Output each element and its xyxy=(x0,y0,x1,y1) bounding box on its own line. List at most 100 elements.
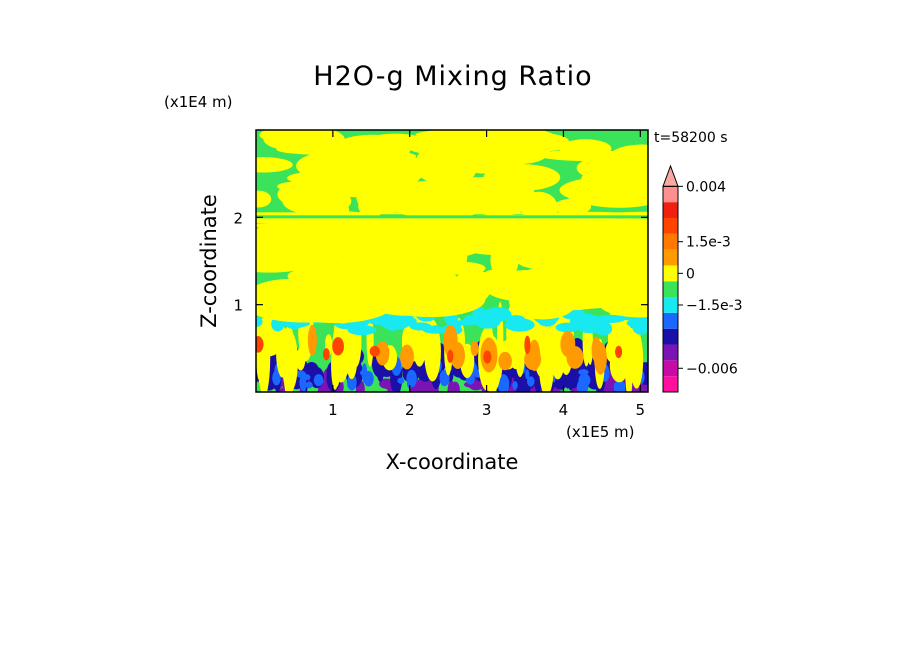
field-patch xyxy=(376,360,385,382)
field-patch xyxy=(470,340,479,357)
field-patch xyxy=(313,374,324,387)
field-patch xyxy=(632,319,648,335)
field-patch xyxy=(400,344,414,370)
field-patch xyxy=(538,327,555,392)
field-patch xyxy=(429,325,443,334)
colorbar-arrow xyxy=(662,164,679,187)
x-tick-label: 3 xyxy=(482,401,492,419)
field-patch xyxy=(368,133,423,146)
y-tick-label: 1 xyxy=(233,297,243,315)
field-patch xyxy=(524,335,531,355)
field-patch xyxy=(454,268,492,305)
field-patch xyxy=(257,317,271,392)
x-tick-label: 5 xyxy=(636,401,646,419)
field-patch xyxy=(346,263,459,298)
field-patch xyxy=(595,321,613,336)
colorbar-swatch xyxy=(663,281,678,298)
field-patch xyxy=(447,349,454,363)
field-patch xyxy=(559,139,612,158)
field-patch xyxy=(595,314,626,323)
field-patch xyxy=(450,381,460,392)
field-patch xyxy=(283,323,296,392)
field-patch xyxy=(256,336,264,353)
colorbar-swatch xyxy=(663,186,678,203)
colorbar-swatch xyxy=(663,217,678,234)
colorbar-label: 0.004 xyxy=(686,179,726,195)
field-patch xyxy=(299,375,307,391)
colorbar-swatch xyxy=(663,297,678,313)
x-tick-label: 1 xyxy=(328,401,338,419)
colorbar-label: 0 xyxy=(686,266,695,282)
field-patch xyxy=(578,369,589,376)
x-scale-label: (x1E5 m) xyxy=(566,423,635,441)
field-patch xyxy=(263,130,345,153)
field-patch xyxy=(375,341,390,366)
y-scale-label: (x1E4 m) xyxy=(164,93,233,111)
field-patch xyxy=(441,147,463,162)
colorbar-swatch xyxy=(663,328,678,345)
field-patch xyxy=(579,315,592,323)
contour-field xyxy=(256,130,648,392)
field-patch xyxy=(615,268,636,295)
field-patch xyxy=(613,379,626,392)
field-patch xyxy=(498,351,512,371)
field-patch xyxy=(307,324,317,356)
field-patch xyxy=(533,274,615,311)
field-patch xyxy=(483,164,561,191)
field-patch xyxy=(507,315,526,326)
field-patch xyxy=(525,369,530,380)
field-patch xyxy=(381,318,410,330)
field-patch xyxy=(397,377,405,384)
colorbar-swatch xyxy=(663,265,678,282)
field-patch xyxy=(536,199,558,218)
y-axis: 12 xyxy=(233,209,648,315)
colorbar: 0.004 1.5e-3 0 −1.5e-3 −0.006 xyxy=(662,164,743,393)
field-patch xyxy=(322,348,330,361)
field-patch xyxy=(576,379,589,392)
field-patch xyxy=(305,381,313,389)
colorbar-label: 1.5e-3 xyxy=(686,235,731,251)
field-patch xyxy=(472,306,486,321)
field-patch xyxy=(381,233,484,260)
field-patch xyxy=(272,370,281,386)
field-patch xyxy=(256,316,263,328)
field-band-2km xyxy=(256,219,648,222)
field-patch xyxy=(553,198,592,215)
field-patch xyxy=(625,328,633,392)
field-patch xyxy=(528,339,541,372)
colorbar-swatch xyxy=(663,202,678,218)
field-patch xyxy=(256,223,381,228)
field-patch xyxy=(593,342,607,375)
colorbar-swatch xyxy=(663,376,678,392)
field-patch xyxy=(282,187,352,216)
field-patch xyxy=(560,331,576,358)
field-patch xyxy=(527,376,535,387)
field-patch xyxy=(298,254,327,273)
field-patch xyxy=(256,290,365,323)
colorbar-swatch xyxy=(663,344,678,361)
colorbar-swatch xyxy=(663,312,678,329)
y-axis-label: Z-coordinate xyxy=(197,194,221,328)
field-patch xyxy=(555,322,580,333)
colorbar-label: −1.5e-3 xyxy=(686,298,743,314)
field-patch xyxy=(450,342,465,370)
field-patch xyxy=(615,345,623,359)
colorbar-frame xyxy=(662,185,679,393)
field-patch xyxy=(454,319,478,326)
field-patch xyxy=(346,374,357,391)
time-label: t=58200 s xyxy=(654,130,728,146)
field-patch xyxy=(415,130,514,140)
colorbar-swatch xyxy=(663,249,678,266)
colorbar-swatch xyxy=(663,233,678,250)
field-patch xyxy=(369,345,380,357)
field-band-2km xyxy=(256,215,648,219)
field-patch xyxy=(325,165,421,185)
field-patch xyxy=(497,374,510,392)
field-patch xyxy=(256,157,293,173)
field-band-2km xyxy=(256,212,648,215)
field-patch xyxy=(261,253,310,267)
colorbar-swatch xyxy=(663,360,678,377)
x-axis: 1 2 3 4 5 xyxy=(328,130,645,419)
field-patch xyxy=(256,190,272,208)
